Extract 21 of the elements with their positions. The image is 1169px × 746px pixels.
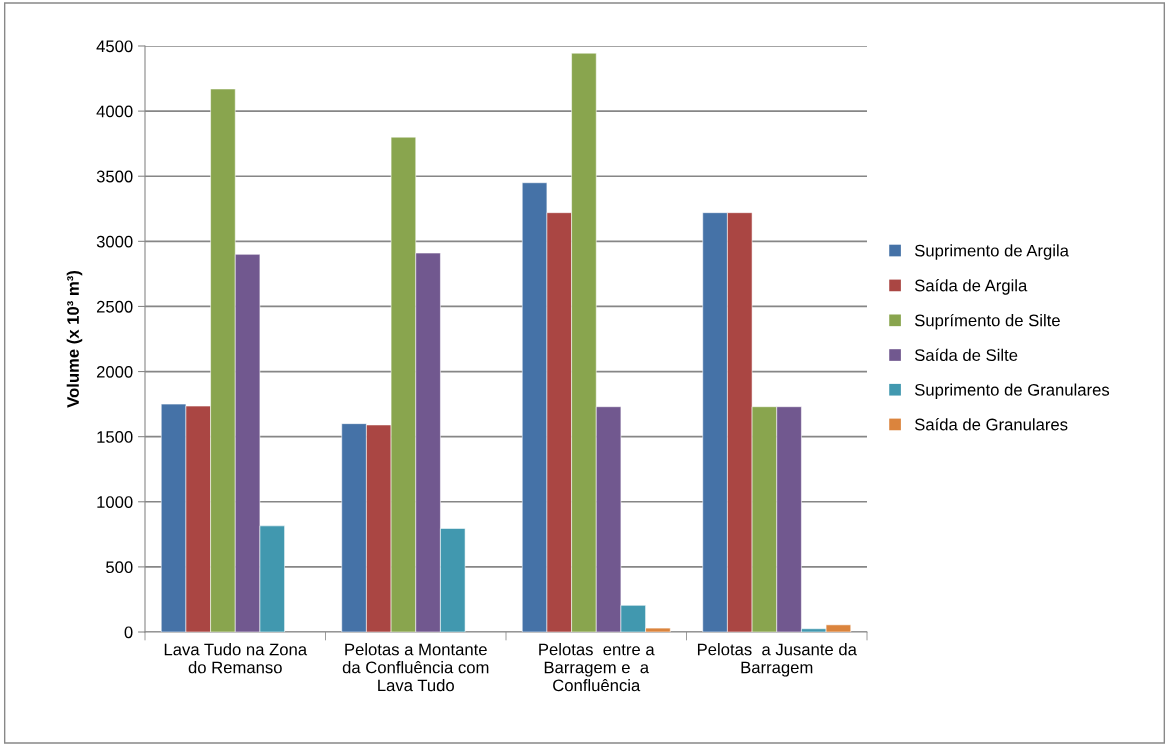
x-tick-label: Lava Tudo na Zona do Remanso	[164, 643, 308, 674]
legend-label: Saída de Argila	[914, 278, 1028, 295]
y-tick-label: 2500	[96, 300, 133, 313]
y-tick-label: 3000	[96, 235, 133, 248]
y-tick-label: 500	[106, 561, 133, 574]
legend-label: Suprímento de Silte	[914, 313, 1060, 330]
legend-label: Saída de Granulares	[914, 417, 1068, 431]
y-tick-label: 1500	[97, 431, 133, 443]
legend-label: Suprimento de Granulares	[914, 383, 1110, 400]
y-tick-label: 2000	[96, 365, 133, 378]
legend-label: Suprimento de Argila	[914, 244, 1069, 260]
x-tick-label: Pelotas entre a Barragem e a Confluência	[539, 643, 655, 692]
x-tick-label: Pelotas a Montante da Confluência com Lava Tudo	[342, 643, 489, 692]
y-tick-label: 4500	[96, 40, 133, 53]
y-axis-title: Volume (x 10³ m³)	[66, 270, 83, 408]
legend-label: Saída de Silte	[914, 348, 1018, 362]
y-tick-label: 1000	[97, 496, 133, 508]
y-tick-label: 3500	[96, 170, 133, 183]
x-tick-label: Pelotas a Jusante da Barragem	[697, 643, 857, 677]
y-tick-label: 4000	[96, 105, 133, 118]
y-tick-label: 0	[124, 626, 133, 639]
